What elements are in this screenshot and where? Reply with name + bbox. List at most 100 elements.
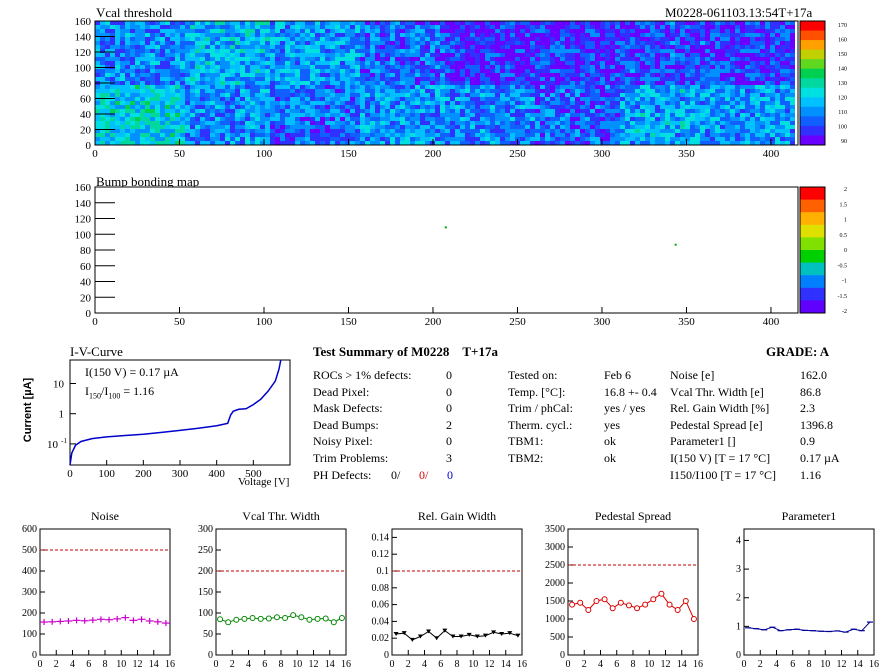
chart-point bbox=[666, 601, 673, 608]
chart-y-tick: 0 bbox=[560, 650, 565, 661]
bump-defect-point bbox=[444, 226, 447, 229]
bump-scale-swatch bbox=[800, 212, 825, 226]
chart-x-tick: 14 bbox=[325, 659, 335, 670]
chart-x-tick: 16 bbox=[517, 659, 527, 670]
chart-x-tick: 4 bbox=[598, 659, 603, 670]
bump-scale-swatch bbox=[800, 237, 825, 251]
chart-x-tick: 14 bbox=[149, 659, 159, 670]
chart-y-tick: 1500 bbox=[545, 596, 565, 607]
vcal-scale-swatch bbox=[800, 68, 825, 79]
vcal-y-tick: 100 bbox=[75, 63, 92, 75]
chart-x-tick: 2 bbox=[54, 659, 59, 670]
chart-y-tick: 0 bbox=[208, 650, 213, 661]
summary-label: Parameter1 [] bbox=[670, 434, 736, 449]
chart-y-tick: 0.02 bbox=[372, 633, 390, 644]
vcal-y-tick: 0 bbox=[86, 140, 92, 152]
vcal-scale-swatch bbox=[800, 125, 825, 136]
chart-point bbox=[482, 633, 488, 638]
bump-y-tick: 120 bbox=[75, 214, 92, 226]
chart-x-tick: 0 bbox=[742, 659, 747, 670]
chart-title: Vcal Thr. Width bbox=[242, 509, 319, 523]
module-id-label: M0228-061103.13:54T+17a bbox=[665, 5, 813, 20]
chart-x-tick: 10 bbox=[292, 659, 302, 670]
chart-x-tick: 12 bbox=[309, 659, 319, 670]
chart-y-tick: 2500 bbox=[545, 560, 565, 571]
chart-x-tick: 16 bbox=[869, 659, 879, 670]
chart-x-tick: 8 bbox=[631, 659, 636, 670]
bump-defect-point bbox=[674, 243, 677, 246]
chart-y-tick: 0.08 bbox=[372, 583, 390, 594]
defect-value: 0 bbox=[446, 368, 452, 382]
chart-x-tick: 0 bbox=[390, 659, 395, 670]
vcal-y-tick: 160 bbox=[75, 16, 92, 28]
chart-x-tick: 4 bbox=[774, 659, 779, 670]
summary-value: 2.3 bbox=[800, 401, 815, 416]
defect-label: Trim Problems: bbox=[313, 451, 389, 465]
iv-x-tick: 300 bbox=[172, 468, 189, 480]
chart-x-tick: 8 bbox=[279, 659, 284, 670]
vcal-scale-swatch bbox=[800, 40, 825, 51]
chart-point bbox=[426, 629, 432, 634]
chart-point bbox=[450, 634, 456, 639]
bump-scale-label: 2 bbox=[844, 187, 847, 193]
defect-value: 3 bbox=[446, 451, 452, 465]
chart-point bbox=[634, 605, 641, 612]
defect-label: ROCs > 1% defects: bbox=[313, 368, 412, 382]
bump-scale-label: 0 bbox=[844, 248, 847, 254]
condition-label: Trim / phCal: bbox=[508, 401, 573, 416]
bump-scale-swatch bbox=[800, 224, 825, 238]
vcal-y-tick: 120 bbox=[75, 47, 92, 59]
chart-x-tick: 10 bbox=[820, 659, 830, 670]
chart-y-tick: 2000 bbox=[545, 578, 565, 589]
vcal-y-tick: 80 bbox=[80, 78, 92, 90]
chart-title: Noise bbox=[91, 509, 119, 523]
chart-point bbox=[466, 632, 472, 637]
iv-y-axis-label: Current [µA] bbox=[22, 377, 34, 443]
chart-point bbox=[682, 598, 689, 604]
chart-frame bbox=[567, 528, 699, 656]
vcal-scale-swatch bbox=[800, 78, 825, 89]
iv-x-axis-label: Voltage [V] bbox=[238, 476, 290, 488]
bump-x-tick: 400 bbox=[763, 316, 780, 328]
vcal-x-tick: 100 bbox=[256, 148, 273, 160]
chart-series-line bbox=[219, 614, 343, 623]
iv-x-tick: 500 bbox=[245, 468, 262, 480]
defect-value: 0 bbox=[446, 434, 452, 449]
chart-y-tick: 200 bbox=[22, 608, 37, 619]
iv-i150-label: I(150 V) = 0.17 µA bbox=[85, 365, 179, 379]
chart-x-tick: 2 bbox=[582, 659, 587, 670]
bump-scale-label: 0.5 bbox=[840, 233, 848, 239]
bump-scale-label: 1 bbox=[844, 218, 847, 224]
chart-point bbox=[458, 634, 464, 639]
bump-y-tick: 160 bbox=[75, 182, 92, 194]
chart-point bbox=[491, 630, 497, 635]
chart-point bbox=[257, 615, 264, 622]
chart-point bbox=[249, 615, 256, 622]
chart-series-line bbox=[748, 621, 871, 633]
vcal-scale-label: 130 bbox=[838, 81, 847, 87]
bump-y-tick: 60 bbox=[80, 261, 92, 273]
vcal-scale-swatch bbox=[800, 116, 825, 127]
chart-x-tick: 4 bbox=[246, 659, 251, 670]
chart-x-tick: 0 bbox=[38, 659, 43, 670]
summary-title: Test Summary of M0228 T+17a bbox=[313, 344, 498, 359]
vcal-scale-swatch bbox=[800, 135, 825, 146]
summary-label: I150/I100 [T = 17 °C] bbox=[670, 467, 777, 482]
chart-y-tick: 3500 bbox=[545, 524, 565, 535]
chart-frame bbox=[39, 528, 171, 656]
condition-label: Therm. cycl.: bbox=[508, 417, 573, 432]
summary-value: 0.9 bbox=[800, 434, 815, 449]
chart-point bbox=[474, 634, 480, 639]
summary-label: I(150 V) [T = 17 °C] bbox=[670, 451, 771, 465]
chart-point bbox=[314, 615, 321, 622]
chart-y-tick: 150 bbox=[198, 587, 213, 598]
condition-value: yes bbox=[604, 417, 620, 432]
bump-scale-swatch bbox=[800, 262, 825, 276]
chart-point bbox=[417, 634, 423, 639]
ph-defects-value-3: 0 bbox=[447, 468, 453, 482]
chart-y-tick: 2 bbox=[736, 593, 741, 604]
condition-label: TBM2: bbox=[508, 451, 544, 465]
